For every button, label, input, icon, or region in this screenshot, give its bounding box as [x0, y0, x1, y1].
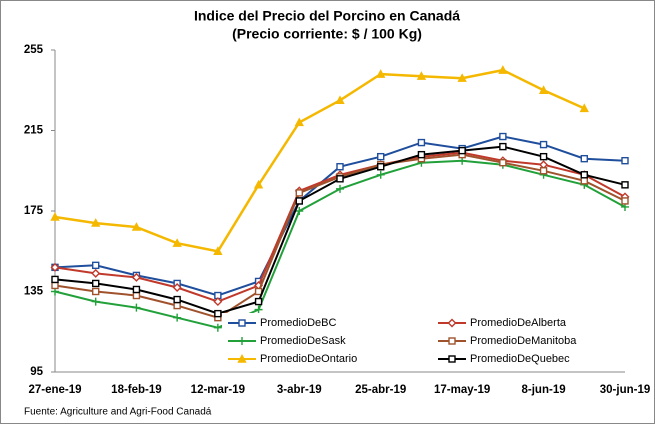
legend-marker	[237, 354, 247, 363]
point-marker	[417, 150, 426, 159]
x-tick-label: 30-jun-19	[600, 384, 651, 396]
point-marker	[377, 163, 385, 171]
point-marker	[458, 146, 466, 155]
point-marker	[539, 167, 548, 175]
legend-label: PromedioDeOntario	[260, 353, 357, 365]
point-marker	[580, 177, 588, 185]
point-marker	[253, 179, 264, 189]
y-tick-label: 135	[24, 286, 44, 298]
point-marker	[131, 222, 142, 231]
point-marker	[457, 73, 467, 82]
x-tick-label: 17-may-19	[434, 384, 490, 396]
legend-marker	[238, 337, 246, 345]
y-tick-label: 95	[30, 366, 43, 378]
point-marker	[499, 142, 507, 151]
chart-title: Indice del Precio del Porcino en Canadá	[194, 8, 460, 24]
point-marker	[50, 212, 60, 221]
x-tick-label: 25-abr-19	[355, 384, 406, 396]
point-marker	[254, 305, 263, 314]
legend-label: PromedioDeAlberta	[470, 317, 567, 329]
point-marker	[132, 303, 141, 312]
point-marker	[131, 272, 141, 282]
y-tick-label: 255	[24, 44, 44, 56]
point-marker	[214, 309, 222, 318]
point-marker	[91, 268, 101, 278]
x-tick-label: 8-jun-19	[522, 384, 566, 396]
point-marker	[621, 181, 629, 189]
point-marker	[91, 218, 101, 227]
point-marker	[172, 238, 182, 247]
x-tick-label: 12-mar-19	[191, 384, 245, 396]
y-tick-label: 215	[24, 125, 44, 137]
point-marker	[295, 189, 303, 197]
legend-label: PromedioDeSask	[260, 335, 346, 347]
point-marker	[376, 170, 385, 179]
point-marker	[336, 184, 344, 193]
point-marker	[91, 297, 100, 306]
legend-marker	[447, 318, 457, 328]
point-marker	[376, 69, 386, 78]
legend-marker	[448, 355, 456, 363]
point-marker	[621, 156, 629, 165]
point-marker	[336, 163, 344, 171]
point-marker	[92, 261, 100, 270]
point-marker	[213, 297, 223, 307]
point-marker	[539, 140, 548, 149]
point-marker	[172, 282, 182, 292]
legend-label: PromedioDeBC	[260, 317, 336, 329]
x-tick-label: 3-abr-19	[277, 384, 322, 396]
point-marker	[580, 171, 588, 179]
x-tick-label: 27-ene-19	[28, 384, 81, 396]
series-line	[54, 68, 585, 253]
legend-box	[222, 313, 618, 368]
point-marker	[498, 65, 508, 74]
point-marker	[254, 287, 263, 296]
point-marker	[538, 85, 549, 94]
point-marker	[295, 197, 303, 205]
point-marker	[294, 117, 304, 127]
point-marker	[499, 158, 507, 167]
point-marker	[499, 132, 507, 141]
point-marker	[173, 313, 182, 322]
point-marker	[92, 287, 100, 296]
point-marker	[173, 301, 181, 310]
y-tick-label: 175	[24, 205, 44, 217]
point-marker	[92, 279, 100, 288]
point-marker	[539, 152, 548, 161]
point-marker	[336, 175, 344, 183]
point-marker	[213, 323, 222, 332]
legend-label: PromedioDeQuebec	[470, 353, 570, 365]
chart-subtitle: (Precio corriente: $ / 100 Kg)	[232, 26, 422, 42]
legend-label: PromedioDeManitoba	[470, 335, 577, 347]
point-marker	[580, 154, 588, 163]
point-marker	[417, 138, 426, 147]
point-marker	[51, 275, 59, 284]
source: Fuente: Agriculture and Agri-Food Canadá	[24, 407, 212, 418]
point-marker	[213, 246, 223, 255]
point-marker	[132, 291, 141, 300]
point-marker	[377, 152, 385, 161]
legend-marker	[448, 337, 456, 345]
point-marker	[173, 295, 181, 304]
legend-marker	[238, 319, 246, 327]
point-marker	[51, 281, 59, 290]
x-tick-label: 18-feb-19	[111, 384, 162, 396]
point-marker	[579, 103, 589, 113]
point-marker	[50, 262, 60, 272]
point-marker	[621, 197, 629, 205]
point-marker	[335, 95, 345, 105]
point-marker	[295, 207, 304, 215]
point-marker	[132, 285, 141, 294]
point-marker	[254, 297, 263, 306]
point-marker	[416, 71, 427, 80]
